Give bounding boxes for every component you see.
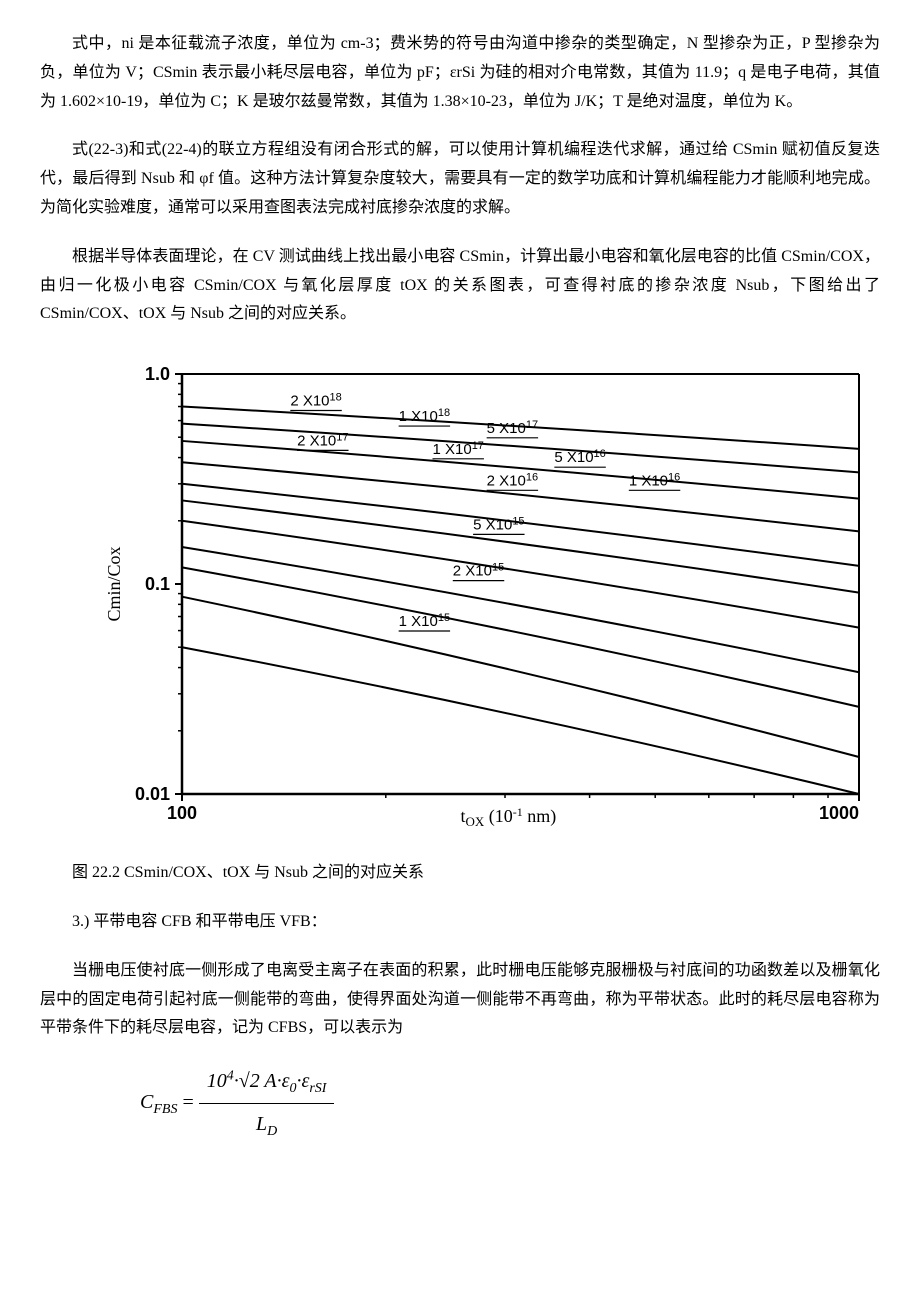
svg-text:5 X1015: 5 X1015 xyxy=(473,516,524,534)
paragraph-1: 式中，ni 是本征载流子浓度，单位为 cm-3；费米势的符号由沟道中掺杂的类型确… xyxy=(40,30,880,116)
paragraph-4: 当栅电压使衬底一侧形成了电离受主离子在表面的积累，此时栅电压能够克服栅极与衬底间… xyxy=(40,957,880,1043)
svg-text:1.0: 1.0 xyxy=(145,364,170,384)
formula-fraction: 104·√2 A·ε0·εrSI LD xyxy=(199,1063,335,1144)
chart-svg: 1.0 0.1 0.01100 1000 tOX (10-1 nm) Cmin/Cox 2 … xyxy=(104,349,874,839)
svg-text:1 X1016: 1 X1016 xyxy=(629,471,680,489)
formula-lhs: CFBS xyxy=(140,1091,177,1113)
svg-text:0.01: 0.01 xyxy=(135,784,170,804)
svg-text:2 X1018: 2 X1018 xyxy=(290,392,341,410)
svg-text:2 X1017: 2 X1017 xyxy=(297,432,348,450)
chart-figure: 1.0 0.1 0.01100 1000 tOX (10-1 nm) Cmin/Cox 2 … xyxy=(104,349,874,839)
section-title: 3.) 平带电容 CFB 和平带电压 VFB： xyxy=(40,908,880,937)
formula-numerator: 104·√2 A·ε0·εrSI xyxy=(199,1063,335,1104)
svg-text:1000: 1000 xyxy=(819,803,859,823)
svg-text:tOX (10-1 nm): tOX (10-1 nm) xyxy=(461,805,557,829)
svg-text:2 X1015: 2 X1015 xyxy=(453,562,504,580)
svg-text:Cmin/Cox: Cmin/Cox xyxy=(104,547,124,622)
paragraph-2: 式(22-3)和式(22-4)的联立方程组没有闭合形式的解，可以使用计算机编程迭… xyxy=(40,136,880,222)
svg-text:5 X1016: 5 X1016 xyxy=(554,448,605,466)
figure-caption: 图 22.2 CSmin/COX、tOX 与 Nsub 之间的对应关系 xyxy=(40,859,880,888)
svg-text:0.1: 0.1 xyxy=(145,574,170,594)
svg-text:2 X1016: 2 X1016 xyxy=(487,471,538,489)
formula-cfbs: CFBS = 104·√2 A·ε0·εrSI LD xyxy=(140,1063,880,1144)
svg-text:1 X1017: 1 X1017 xyxy=(432,440,483,458)
svg-text:5 X1017: 5 X1017 xyxy=(487,419,538,437)
svg-text:1 X1015: 1 X1015 xyxy=(399,612,450,630)
formula-eq: = xyxy=(182,1091,193,1113)
formula-denominator: LD xyxy=(199,1104,335,1144)
paragraph-3: 根据半导体表面理论，在 CV 测试曲线上找出最小电容 CSmin，计算出最小电容… xyxy=(40,243,880,329)
svg-text:100: 100 xyxy=(167,803,197,823)
